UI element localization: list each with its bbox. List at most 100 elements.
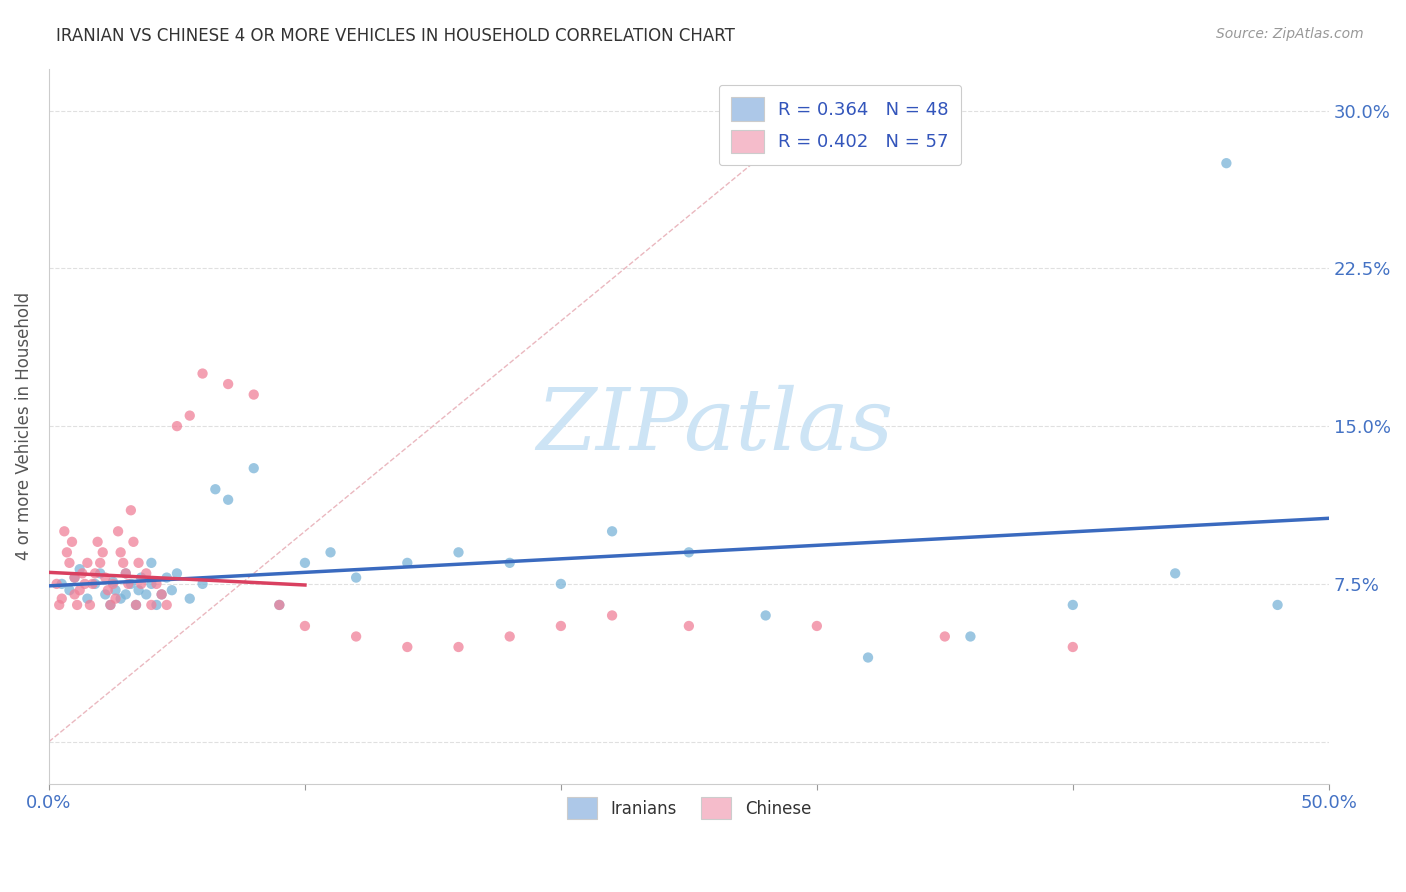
Point [344,630,367,644]
Point [145,598,167,612]
Point [125,598,148,612]
Point [45,577,67,591]
Point [76,556,98,570]
Point [294,619,316,633]
Point [104,591,127,606]
Point [166,566,188,581]
Point [114,566,136,581]
Point [191,577,214,591]
Point [125,598,148,612]
Point [755,608,778,623]
Point [179,591,201,606]
Point [51,591,73,606]
Text: ZIPatlas: ZIPatlas [536,384,893,467]
Point [128,583,150,598]
Point [934,630,956,644]
Point [150,587,173,601]
Point [166,419,188,434]
Point [117,577,139,591]
Point [84,577,107,591]
Point [1215,156,1237,170]
Point [499,630,522,644]
Point [100,598,122,612]
Point [122,534,145,549]
Point [129,571,152,585]
Point [56,545,79,559]
Point [91,545,114,559]
Point [447,545,470,559]
Point [141,556,163,570]
Point [150,587,173,601]
Point [396,640,419,654]
Point [204,482,226,496]
Point [51,577,73,591]
Point [101,577,124,591]
Point [60,534,83,549]
Point [242,461,264,475]
Text: Source: ZipAtlas.com: Source: ZipAtlas.com [1216,27,1364,41]
Point [600,524,623,539]
Point [70,566,93,581]
Point [135,566,157,581]
Point [959,630,981,644]
Point [120,503,142,517]
Point [58,583,80,598]
Point [1062,598,1084,612]
Point [97,583,120,598]
Point [141,577,163,591]
Point [678,545,700,559]
Point [1062,640,1084,654]
Point [129,577,152,591]
Point [179,409,201,423]
Point [53,524,76,539]
Point [499,556,522,570]
Point [94,571,117,585]
Point [63,587,86,601]
Point [101,574,124,589]
Point [550,619,572,633]
Point [806,619,828,633]
Point [82,577,104,591]
Point [269,598,291,612]
Point [191,367,214,381]
Point [141,598,163,612]
Point [89,556,111,570]
Point [135,587,157,601]
Point [48,598,70,612]
Point [110,591,132,606]
Point [58,556,80,570]
Point [1267,598,1289,612]
Point [294,556,316,570]
Point [396,556,419,570]
Point [89,566,111,581]
Point [100,598,122,612]
Point [66,598,89,612]
Point [107,524,129,539]
Y-axis label: 4 or more Vehicles in Household: 4 or more Vehicles in Household [15,292,32,560]
Point [156,571,179,585]
Point [73,577,96,591]
Point [160,583,183,598]
Point [447,640,470,654]
Point [600,608,623,623]
Point [217,492,239,507]
Point [63,571,86,585]
Legend: Iranians, Chinese: Iranians, Chinese [560,790,818,825]
Point [94,587,117,601]
Point [128,556,150,570]
Point [69,583,91,598]
Point [86,534,108,549]
Point [110,545,132,559]
Point [104,583,127,598]
Point [856,650,879,665]
Point [63,571,86,585]
Point [319,545,342,559]
Point [114,587,136,601]
Point [269,598,291,612]
Point [79,598,101,612]
Point [550,577,572,591]
Text: IRANIAN VS CHINESE 4 OR MORE VEHICLES IN HOUSEHOLD CORRELATION CHART: IRANIAN VS CHINESE 4 OR MORE VEHICLES IN… [56,27,735,45]
Point [1164,566,1187,581]
Point [69,562,91,576]
Point [242,387,264,401]
